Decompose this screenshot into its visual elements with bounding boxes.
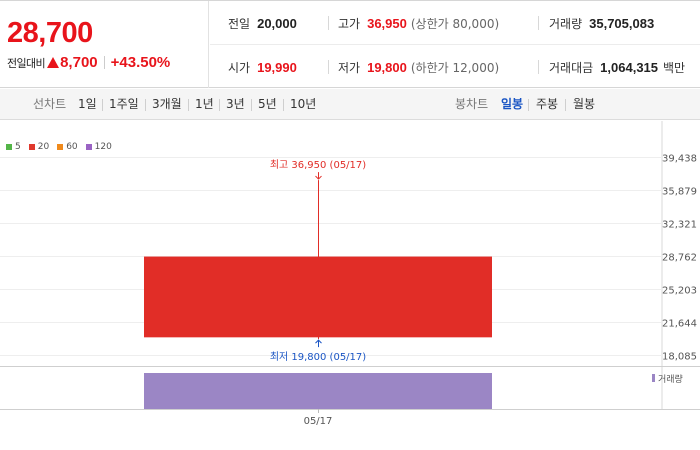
- stat-lower-limit: (하한가 12,000): [410, 60, 500, 75]
- change-divider: [103, 56, 105, 69]
- volume-legend-label: 거래량: [658, 373, 683, 385]
- high-low-annotations: 최고 36,950 (05/17) 최저 19,800 (05/17): [270, 159, 366, 363]
- high-annotation: 최고 36,950 (05/17): [270, 159, 366, 171]
- stat-low-label: 저가: [338, 60, 361, 75]
- candle-weekly[interactable]: 주봉: [536, 97, 559, 111]
- period-divider: [102, 99, 103, 111]
- volume-panel: 거래량: [0, 366, 700, 410]
- legend-label: 5: [15, 142, 21, 152]
- stat-open: 시가 19,990: [228, 57, 297, 77]
- price-box: 28,700 전일대비 8,700 +43.50%: [0, 1, 209, 88]
- price-tick-label: 21,644: [662, 319, 697, 330]
- change-label: 전일대비: [7, 56, 46, 70]
- low-annotation: 최저 19,800 (05/17): [270, 351, 366, 363]
- ma-legend: 5 20 60 120: [6, 142, 112, 152]
- legend-swatch: [85, 144, 92, 150]
- current-price: 28,700: [7, 17, 93, 49]
- period-1week[interactable]: 1주일: [109, 97, 139, 111]
- candle-chart-heading: 봉차트: [455, 97, 489, 111]
- stat-low-value: 19,800: [367, 59, 407, 75]
- period-3years[interactable]: 3년: [226, 97, 245, 111]
- price-tick-label: 39,438: [662, 154, 697, 165]
- candle-daily[interactable]: 일봉: [501, 97, 524, 111]
- stat-open-label: 시가: [228, 60, 251, 75]
- stat-volume-value: 35,705,083: [589, 15, 655, 31]
- line-chart-heading: 선차트: [33, 97, 67, 111]
- period-divider: [528, 99, 529, 111]
- high-arrow-icon: [315, 172, 322, 180]
- stat-divider: [328, 60, 329, 74]
- stat-prev-value: 20,000: [257, 15, 297, 31]
- candle-body: [144, 256, 492, 338]
- stat-low: 저가 19,800 (하한가 12,000): [338, 57, 499, 77]
- quote-header: 28,700 전일대비 8,700 +43.50% 전일 20,000 고가 3…: [0, 0, 700, 88]
- stat-high: 고가 36,950 (상한가 80,000): [338, 13, 499, 33]
- legend-swatch: [57, 144, 64, 150]
- legend-item-ma60[interactable]: 60: [57, 142, 78, 152]
- change-value: 8,700: [60, 54, 98, 71]
- period-divider: [251, 99, 252, 111]
- candles: [144, 180, 492, 340]
- period-divider: [283, 99, 284, 111]
- period-10years[interactable]: 10년: [290, 97, 317, 111]
- chart-area: 5 20 60 120 39,438 35,879 32,321 28,762 25,2…: [0, 121, 700, 450]
- price-axis-labels: 39,438 35,879 32,321 28,762 25,203 21,644 18,0…: [662, 154, 697, 363]
- stat-high-label: 고가: [338, 16, 361, 31]
- legend-item-ma20[interactable]: 20: [28, 142, 50, 152]
- price-tick-label: 32,321: [662, 220, 697, 231]
- price-tick-label: 18,085: [662, 352, 697, 363]
- date-axis: 05/17: [304, 409, 333, 427]
- stat-volume-label: 거래량: [549, 16, 583, 31]
- stat-divider: [538, 60, 539, 74]
- period-divider: [565, 99, 566, 111]
- price-tick-label: 35,879: [662, 187, 697, 198]
- legend-label: 60: [66, 142, 78, 152]
- stat-prev: 전일 20,000: [228, 13, 297, 33]
- stats-panel: 전일 20,000 고가 36,950 (상한가 80,000) 거래량 35,…: [210, 1, 700, 88]
- period-5years[interactable]: 5년: [258, 97, 277, 111]
- legend-swatch: [6, 144, 12, 150]
- stat-amount-unit: 백만: [663, 60, 686, 75]
- stat-amount-label: 거래대금: [549, 60, 594, 75]
- low-arrow-icon: [315, 339, 322, 348]
- period-divider: [188, 99, 189, 111]
- volume-bar: [144, 373, 492, 409]
- period-1year[interactable]: 1년: [195, 97, 214, 111]
- price-tick-label: 28,762: [662, 253, 697, 264]
- legend-item-ma5[interactable]: 5: [6, 142, 21, 152]
- stat-volume: 거래량 35,705,083: [549, 13, 654, 33]
- stat-divider: [538, 16, 539, 30]
- legend-label: 120: [94, 142, 112, 152]
- period-toolbar: 선차트 1일 1주일 3개월 1년 3년 5년 10년 봉차트 일봉 주봉 월봉: [0, 89, 700, 120]
- up-triangle-icon: [47, 57, 60, 68]
- stat-amount: 거래대금 1,064,315 백만: [549, 57, 685, 77]
- price-tick-label: 25,203: [662, 286, 697, 297]
- period-divider: [145, 99, 146, 111]
- volume-legend-swatch: [652, 374, 655, 382]
- stat-upper-limit: (상한가 80,000): [410, 16, 500, 31]
- period-3months[interactable]: 3개월: [152, 97, 182, 111]
- period-divider: [219, 99, 220, 111]
- date-tick-label: 05/17: [304, 416, 333, 427]
- legend-label: 20: [37, 142, 50, 152]
- candle-monthly[interactable]: 월봉: [573, 97, 596, 111]
- stat-amount-value: 1,064,315: [600, 59, 659, 75]
- change-row: 전일대비 8,700 +43.50%: [7, 54, 170, 71]
- candlestick-chart[interactable]: 39,438 35,879 32,321 28,762 25,203 21,644 18,0…: [0, 121, 700, 450]
- legend-swatch: [28, 144, 35, 150]
- stat-divider: [328, 16, 329, 30]
- legend-item-ma120[interactable]: 120: [85, 142, 112, 152]
- stats-row-divider: [210, 44, 700, 45]
- stat-high-value: 36,950: [367, 15, 407, 31]
- stat-prev-label: 전일: [228, 16, 251, 31]
- period-1day[interactable]: 1일: [78, 97, 97, 111]
- stat-open-value: 19,990: [257, 59, 297, 75]
- change-percent: +43.50%: [110, 54, 171, 71]
